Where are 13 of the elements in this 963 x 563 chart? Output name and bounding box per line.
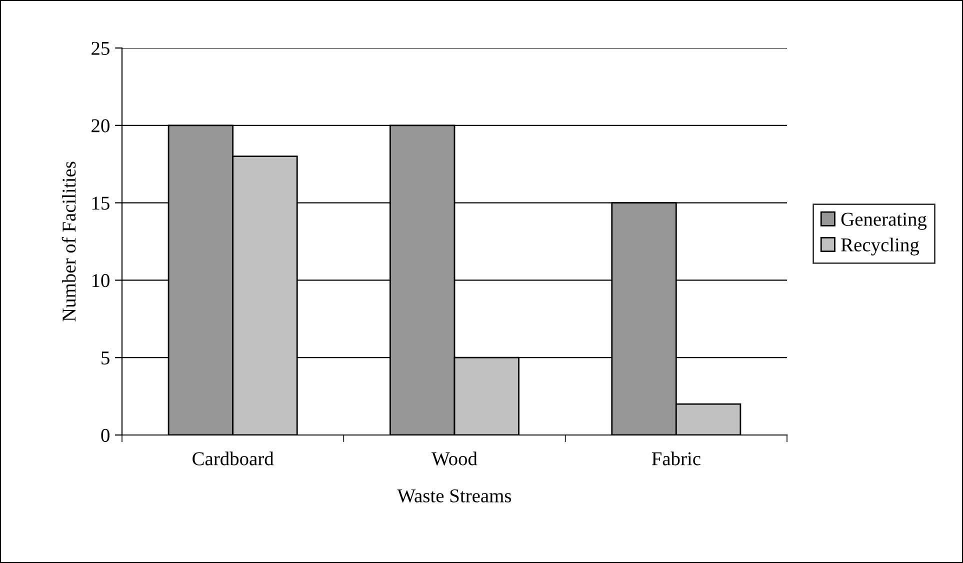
y-tick-label: 25 xyxy=(92,42,110,55)
legend-label: Generating xyxy=(841,212,927,230)
x-tick-label: Cardboard xyxy=(192,452,274,466)
legend-label: Recycling xyxy=(841,238,920,256)
y-axis-title: Number of Facilities xyxy=(62,162,76,322)
x-tick-label: Fabric xyxy=(652,452,700,466)
y-tick-label: 20 xyxy=(92,119,110,132)
x-axis-title: Waste Streams xyxy=(397,489,512,503)
x-tick-label: Wood xyxy=(432,452,478,466)
y-tick-label: 10 xyxy=(92,274,110,288)
y-tick-label: 5 xyxy=(102,352,110,365)
y-tick-label: 15 xyxy=(92,196,110,210)
y-tick-label: 0 xyxy=(101,428,110,442)
